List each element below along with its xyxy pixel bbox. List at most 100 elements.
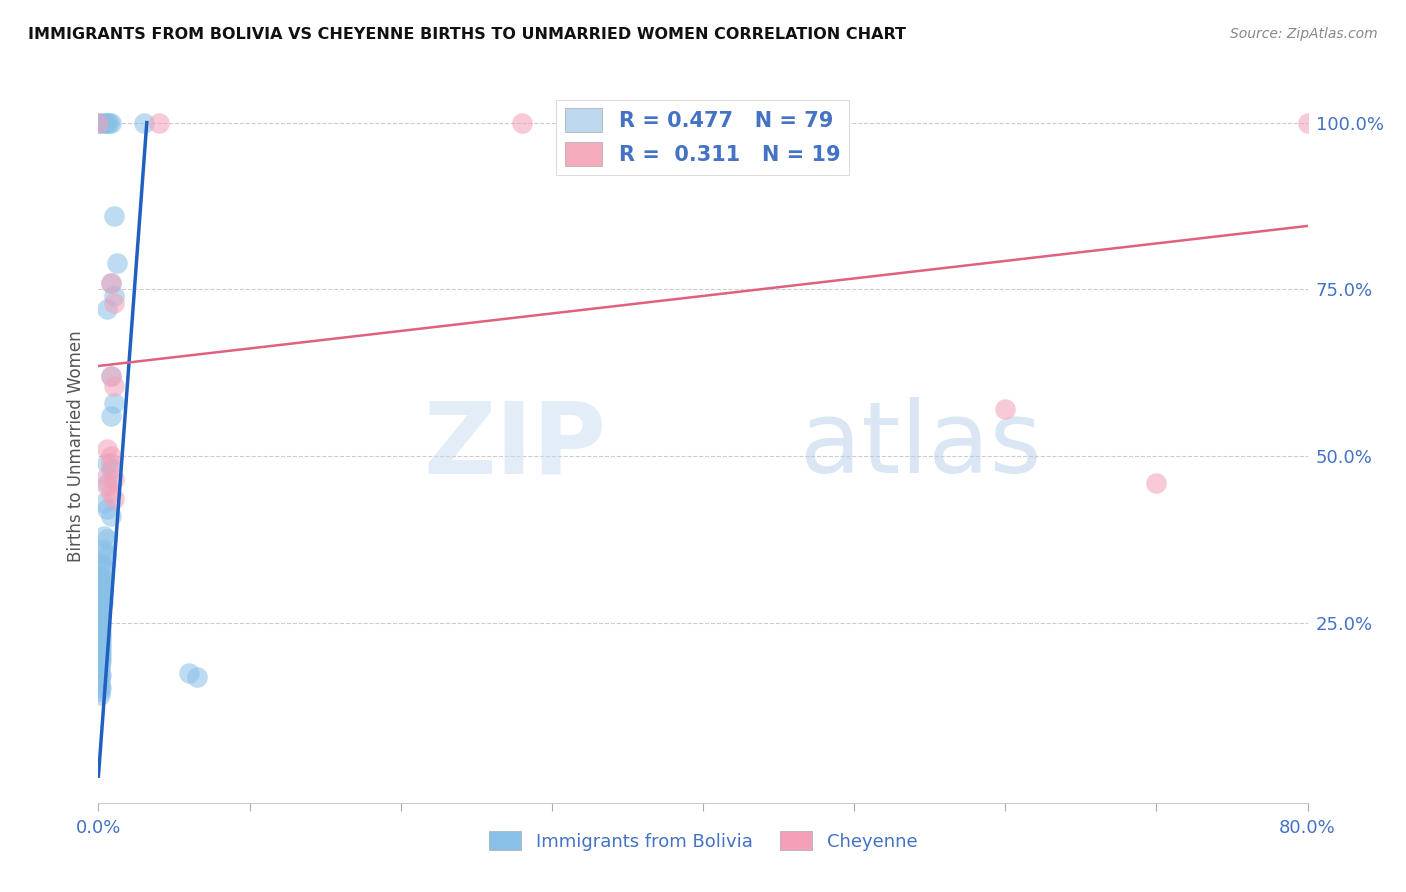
- Point: [89, 588, 111, 602]
- Point: [89, 637, 111, 651]
- Point: [87, 115, 110, 129]
- Point: [90, 556, 112, 570]
- Point: [89, 670, 111, 684]
- Point: [103, 472, 125, 486]
- Point: [89, 592, 111, 607]
- Point: [89, 569, 111, 583]
- Point: [100, 368, 122, 383]
- Point: [87, 115, 110, 129]
- Point: [100, 485, 122, 500]
- Point: [96, 479, 118, 493]
- Legend: Immigrants from Bolivia, Cheyenne: Immigrants from Bolivia, Cheyenne: [481, 824, 925, 858]
- Point: [105, 255, 128, 269]
- Point: [89, 599, 111, 613]
- Point: [100, 449, 122, 463]
- Point: [96, 475, 118, 490]
- Point: [100, 276, 122, 290]
- Point: [90, 583, 112, 598]
- Point: [90, 631, 112, 645]
- Point: [90, 654, 112, 668]
- Point: [90, 681, 112, 695]
- Point: [103, 209, 125, 223]
- Point: [100, 368, 122, 383]
- Point: [93, 529, 115, 543]
- Point: [89, 679, 111, 693]
- Point: [96, 442, 118, 457]
- Text: atlas: atlas: [800, 398, 1042, 494]
- Point: [91, 579, 114, 593]
- Point: [1296, 115, 1319, 129]
- Point: [89, 575, 111, 590]
- Point: [96, 115, 118, 129]
- Point: [91, 585, 114, 599]
- Point: [90, 625, 112, 640]
- Point: [89, 652, 111, 666]
- Point: [100, 509, 122, 524]
- Text: ZIP: ZIP: [423, 398, 606, 494]
- Point: [100, 462, 122, 476]
- Point: [100, 276, 122, 290]
- Point: [96, 469, 118, 483]
- Point: [100, 115, 122, 129]
- Point: [89, 582, 111, 597]
- Point: [94, 115, 117, 129]
- Point: [89, 674, 111, 689]
- Point: [90, 649, 112, 664]
- Point: [90, 639, 112, 653]
- Point: [90, 606, 112, 620]
- Point: [90, 667, 112, 681]
- Point: [89, 632, 111, 647]
- Text: IMMIGRANTS FROM BOLIVIA VS CHEYENNE BIRTHS TO UNMARRIED WOMEN CORRELATION CHART: IMMIGRANTS FROM BOLIVIA VS CHEYENNE BIRT…: [28, 27, 905, 42]
- Text: Source: ZipAtlas.com: Source: ZipAtlas.com: [1230, 27, 1378, 41]
- Point: [100, 456, 122, 470]
- Point: [90, 594, 112, 608]
- Point: [90, 570, 112, 584]
- Point: [96, 302, 118, 317]
- Point: [90, 589, 112, 603]
- Point: [90, 577, 112, 591]
- Point: [89, 609, 111, 624]
- Point: [89, 642, 111, 657]
- Point: [91, 596, 114, 610]
- Point: [179, 665, 201, 680]
- Point: [103, 395, 125, 409]
- Point: [89, 665, 111, 680]
- Point: [90, 621, 112, 635]
- Point: [90, 644, 112, 658]
- Point: [96, 533, 118, 547]
- Point: [93, 546, 115, 560]
- Point: [89, 629, 111, 643]
- Point: [89, 624, 111, 638]
- Point: [100, 409, 122, 423]
- Point: [103, 289, 125, 303]
- Point: [89, 657, 111, 671]
- Point: [91, 573, 114, 587]
- Point: [98, 115, 121, 129]
- Point: [89, 661, 111, 675]
- Point: [148, 115, 170, 129]
- Point: [89, 604, 111, 618]
- Point: [103, 492, 125, 507]
- Point: [89, 688, 111, 702]
- Point: [90, 601, 112, 615]
- Point: [91, 559, 114, 574]
- Point: [90, 115, 112, 129]
- Point: [91, 542, 114, 557]
- Point: [89, 648, 111, 662]
- Point: [1144, 475, 1167, 490]
- Point: [103, 379, 125, 393]
- Point: [96, 456, 118, 470]
- Point: [132, 115, 155, 129]
- Point: [510, 115, 533, 129]
- Point: [93, 115, 115, 129]
- Point: [994, 402, 1017, 417]
- Point: [94, 549, 117, 563]
- Point: [96, 502, 118, 516]
- Y-axis label: Births to Unmarried Women: Births to Unmarried Women: [66, 330, 84, 562]
- Point: [90, 615, 112, 630]
- Point: [93, 562, 115, 576]
- Point: [89, 619, 111, 633]
- Point: [103, 295, 125, 310]
- Point: [93, 496, 115, 510]
- Point: [90, 634, 112, 648]
